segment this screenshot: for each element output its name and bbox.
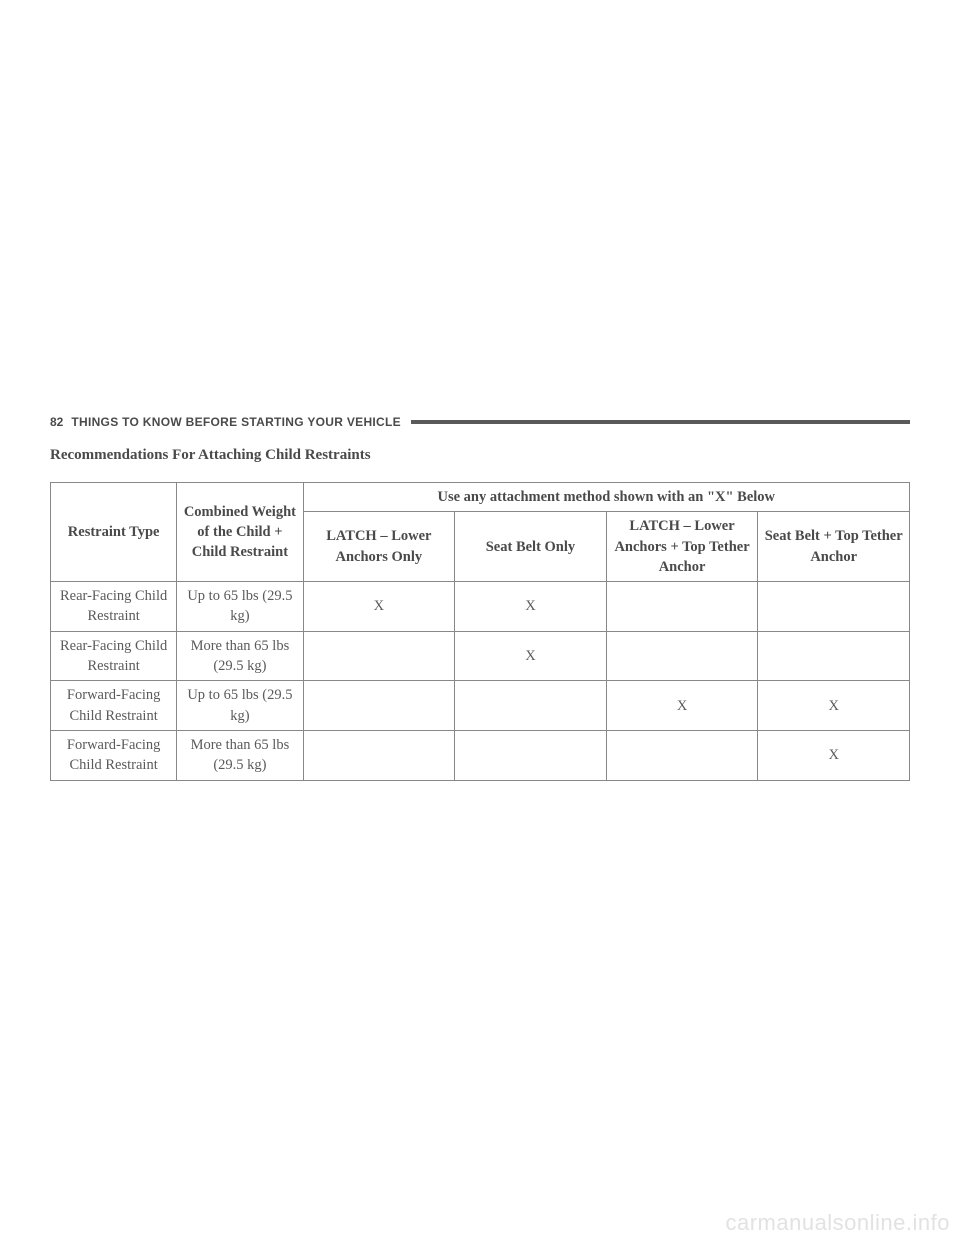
header-method-4: Seat Belt + Top Tether Anchor: [758, 512, 910, 582]
cell-m4: [758, 631, 910, 681]
cell-m4: [758, 582, 910, 632]
cell-m2: [455, 730, 607, 780]
cell-m4: X: [758, 730, 910, 780]
header-combined-weight: Combined Weight of the Child + Child Res…: [177, 483, 303, 582]
table-row: Rear-Facing Child Restraint More than 65…: [51, 631, 910, 681]
table-row: Forward-Facing Child Restraint More than…: [51, 730, 910, 780]
cell-restraint-type: Rear-Facing Child Restraint: [51, 631, 177, 681]
header-method-1: LATCH – Lower Anchors Only: [303, 512, 455, 582]
cell-m1: X: [303, 582, 455, 632]
cell-m2: X: [455, 582, 607, 632]
header-method-3: LATCH – Lower Anchors + Top Tether Ancho…: [606, 512, 758, 582]
header-method-2: Seat Belt Only: [455, 512, 607, 582]
section-title: THINGS TO KNOW BEFORE STARTING YOUR VEHI…: [71, 415, 401, 429]
cell-m3: X: [606, 681, 758, 731]
table-row: Forward-Facing Child Restraint Up to 65 …: [51, 681, 910, 731]
cell-m3: [606, 730, 758, 780]
cell-m4: X: [758, 681, 910, 731]
cell-m3: [606, 631, 758, 681]
header-restraint-type: Restraint Type: [51, 483, 177, 582]
page-number: 82: [50, 415, 63, 429]
cell-weight: More than 65 lbs (29.5 kg): [177, 730, 303, 780]
cell-weight: More than 65 lbs (29.5 kg): [177, 631, 303, 681]
cell-weight: Up to 65 lbs (29.5 kg): [177, 681, 303, 731]
page-subtitle: Recommendations For Attaching Child Rest…: [50, 447, 910, 464]
cell-m1: [303, 631, 455, 681]
header-method-group: Use any attachment method shown with an …: [303, 483, 909, 512]
watermark: carmanualsonline.info: [725, 1210, 950, 1236]
child-restraint-table: Restraint Type Combined Weight of the Ch…: [50, 482, 910, 781]
header-rule: [411, 420, 910, 424]
cell-m2: [455, 681, 607, 731]
cell-restraint-type: Forward-Facing Child Restraint: [51, 730, 177, 780]
cell-m1: [303, 681, 455, 731]
cell-restraint-type: Forward-Facing Child Restraint: [51, 681, 177, 731]
table-row: Rear-Facing Child Restraint Up to 65 lbs…: [51, 582, 910, 632]
cell-m3: [606, 582, 758, 632]
table-header-row-1: Restraint Type Combined Weight of the Ch…: [51, 483, 910, 512]
cell-weight: Up to 65 lbs (29.5 kg): [177, 582, 303, 632]
page-content: 82 THINGS TO KNOW BEFORE STARTING YOUR V…: [0, 0, 960, 781]
cell-m1: [303, 730, 455, 780]
page-header-line: 82 THINGS TO KNOW BEFORE STARTING YOUR V…: [50, 415, 910, 429]
cell-restraint-type: Rear-Facing Child Restraint: [51, 582, 177, 632]
cell-m2: X: [455, 631, 607, 681]
